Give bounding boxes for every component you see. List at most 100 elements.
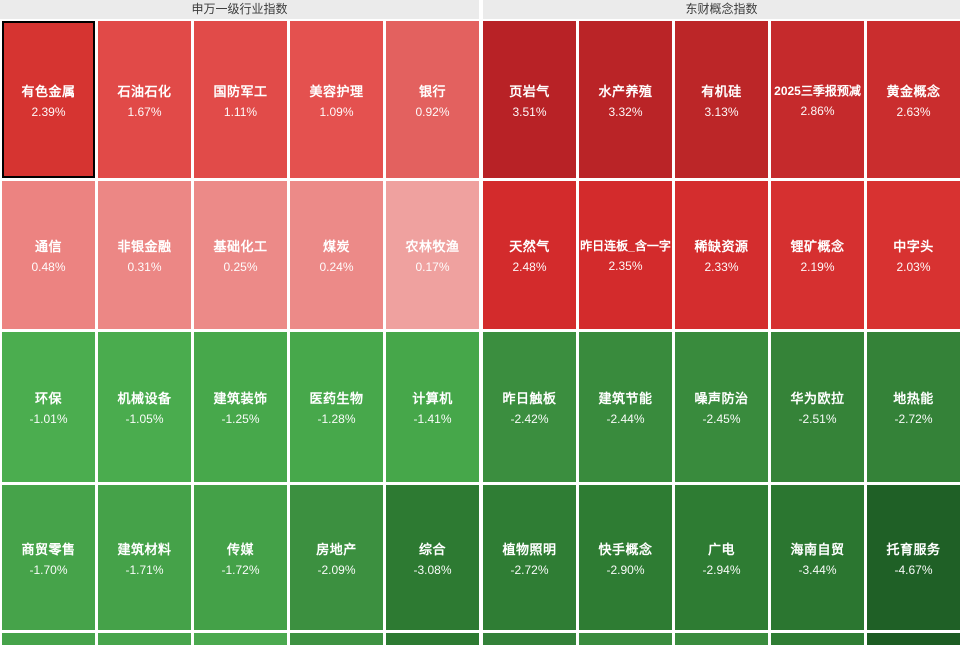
heatmap-tile[interactable]: 房地产 -2.09% — [290, 485, 383, 630]
tile-value: -4.67% — [894, 562, 933, 577]
heatmap-tile[interactable]: 美容护理 1.09% — [290, 21, 383, 178]
tile-value: 0.25% — [223, 260, 258, 274]
tile-name: 机械设备 — [117, 391, 172, 406]
heatmap-tile[interactable]: 植物照明 -2.72% — [483, 485, 576, 630]
heatmap-tile[interactable]: 稀缺资源 2.33% — [675, 181, 768, 329]
tile-name: 锂矿概念 — [790, 239, 845, 254]
tile-value: -2.42% — [510, 412, 549, 426]
heatmap-tile-partial[interactable] — [290, 633, 383, 645]
tile-value: -2.45% — [702, 412, 741, 426]
tile-name: 地热能 — [893, 391, 934, 406]
tile-name: 快手概念 — [598, 541, 653, 557]
tile-name: 医药生物 — [309, 391, 364, 406]
heatmap-tile-partial[interactable] — [675, 633, 768, 645]
tile-value: 2.63% — [896, 104, 931, 119]
heatmap-tile[interactable]: 有色金属 2.39% — [2, 21, 95, 178]
heatmap-tile[interactable]: 银行 0.92% — [386, 21, 479, 178]
heatmap-tile[interactable]: 农林牧渔 0.17% — [386, 181, 479, 329]
tile-name: 商贸零售 — [21, 541, 76, 557]
tile-name: 天然气 — [509, 239, 550, 254]
tile-name: 植物照明 — [502, 541, 557, 557]
tile-name: 建筑材料 — [117, 541, 172, 557]
tile-name: 稀缺资源 — [694, 239, 749, 254]
heatmap-tile[interactable]: 建筑装饰 -1.25% — [194, 332, 287, 482]
tile-name: 美容护理 — [309, 83, 364, 99]
tile-name: 通信 — [34, 239, 62, 254]
heatmap-tile[interactable]: 计算机 -1.41% — [386, 332, 479, 482]
tile-name: 有机硅 — [701, 83, 742, 99]
heatmap-tile[interactable]: 中字头 2.03% — [867, 181, 960, 329]
tile-value: -3.44% — [798, 562, 837, 577]
heatmap-tile[interactable]: 商贸零售 -1.70% — [2, 485, 95, 630]
heatmap-tile[interactable]: 环保 -1.01% — [2, 332, 95, 482]
heatmap-tile-partial[interactable] — [579, 633, 672, 645]
tile-value: -1.72% — [221, 562, 260, 577]
heatmap-tile-partial[interactable] — [867, 633, 960, 645]
heatmap-tile-partial[interactable] — [194, 633, 287, 645]
heatmap-tile[interactable]: 基础化工 0.25% — [194, 181, 287, 329]
heatmap-tile[interactable]: 噪声防治 -2.45% — [675, 332, 768, 482]
tile-name: 华为欧拉 — [790, 391, 845, 406]
heatmap-tile[interactable]: 通信 0.48% — [2, 181, 95, 329]
tile-name: 非银金融 — [117, 239, 172, 254]
heatmap-tile[interactable]: 建筑节能 -2.44% — [579, 332, 672, 482]
heatmap-tile[interactable]: 华为欧拉 -2.51% — [771, 332, 864, 482]
heatmap-tile[interactable]: 煤炭 0.24% — [290, 181, 383, 329]
tile-name: 广电 — [707, 541, 735, 557]
tile-value: 1.11% — [223, 104, 258, 119]
heatmap-tile[interactable]: 建筑材料 -1.71% — [98, 485, 191, 630]
tile-value: -3.08% — [413, 562, 452, 577]
tile-value: 0.24% — [319, 260, 354, 274]
heatmap-tile[interactable]: 黄金概念 2.63% — [867, 21, 960, 178]
heatmap-tile[interactable]: 水产养殖 3.32% — [579, 21, 672, 178]
heatmap-tile[interactable]: 托育服务 -4.67% — [867, 485, 960, 630]
tile-name: 2025三季报预减 — [774, 83, 861, 98]
tile-name: 石油石化 — [117, 83, 172, 99]
tile-value: 2.48% — [512, 260, 547, 274]
heatmap-tile[interactable]: 地热能 -2.72% — [867, 332, 960, 482]
tile-name: 煤炭 — [322, 239, 350, 254]
heatmap-tile[interactable]: 非银金融 0.31% — [98, 181, 191, 329]
heatmap-tile-partial[interactable] — [771, 633, 864, 645]
heatmap-tile[interactable]: 有机硅 3.13% — [675, 21, 768, 178]
tile-value: 2.39% — [31, 104, 66, 119]
concept-section-title: 东财概念指数 — [483, 0, 960, 19]
heatmap-tile[interactable]: 昨日触板 -2.42% — [483, 332, 576, 482]
tile-name: 传媒 — [226, 541, 254, 557]
heatmap-tile[interactable]: 传媒 -1.72% — [194, 485, 287, 630]
tile-value: -1.01% — [29, 412, 68, 426]
heatmap-tile[interactable]: 广电 -2.94% — [675, 485, 768, 630]
heatmap-tile[interactable]: 锂矿概念 2.19% — [771, 181, 864, 329]
tile-value: -2.44% — [606, 412, 645, 426]
tile-name: 噪声防治 — [694, 391, 749, 406]
heatmap-tile[interactable]: 页岩气 3.51% — [483, 21, 576, 178]
heatmap-tile[interactable]: 石油石化 1.67% — [98, 21, 191, 178]
tile-value: -2.72% — [894, 412, 933, 426]
tile-value: 2.03% — [896, 260, 931, 274]
heatmap-tile-partial[interactable] — [386, 633, 479, 645]
tile-name: 计算机 — [412, 391, 453, 406]
heatmap-tile[interactable]: 2025三季报预减 2.86% — [771, 21, 864, 178]
tile-name: 建筑装饰 — [213, 391, 268, 406]
heatmap-tile[interactable]: 海南自贸 -3.44% — [771, 485, 864, 630]
heatmap-tile[interactable]: 天然气 2.48% — [483, 181, 576, 329]
industry-section-title: 申万一级行业指数 — [0, 0, 479, 19]
heatmap-tile[interactable]: 快手概念 -2.90% — [579, 485, 672, 630]
tile-name: 中字头 — [893, 239, 934, 254]
tile-name: 综合 — [418, 541, 446, 557]
heatmap-tile[interactable]: 综合 -3.08% — [386, 485, 479, 630]
heatmap-tile-partial[interactable] — [98, 633, 191, 645]
heatmap-tile[interactable]: 机械设备 -1.05% — [98, 332, 191, 482]
tile-value: 2.19% — [800, 260, 835, 274]
heatmap-tile-partial[interactable] — [483, 633, 576, 645]
heatmap-tile[interactable]: 昨日连板_含一字 2.35% — [579, 181, 672, 329]
tile-value: 2.86% — [800, 103, 835, 118]
heatmap-tile[interactable]: 医药生物 -1.28% — [290, 332, 383, 482]
tile-name: 海南自贸 — [790, 541, 845, 557]
tile-name: 托育服务 — [886, 541, 941, 557]
left-tiles: 有色金属 2.39% 石油石化 1.67% 国防军工 1.11% 美容护理 1.09% 银行 0.… — [0, 21, 479, 645]
heatmap-tile[interactable]: 国防军工 1.11% — [194, 21, 287, 178]
heatmap-tile-partial[interactable] — [2, 633, 95, 645]
tile-value: -2.94% — [702, 562, 741, 577]
tile-name: 黄金概念 — [886, 83, 941, 99]
